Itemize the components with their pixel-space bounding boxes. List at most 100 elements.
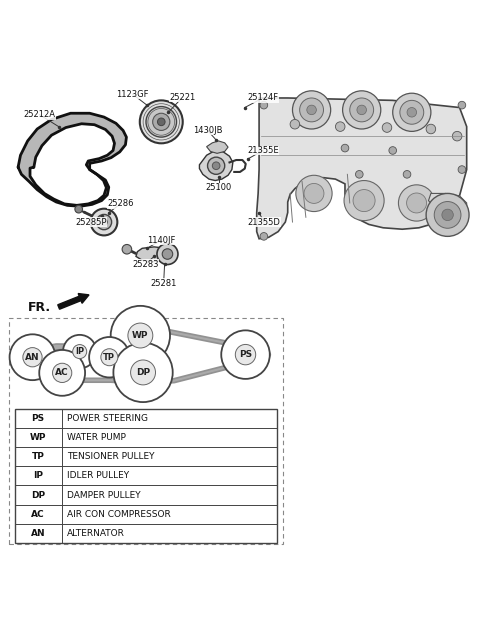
Circle shape <box>63 335 96 368</box>
Text: IP: IP <box>33 471 43 481</box>
Text: TENSIONER PULLEY: TENSIONER PULLEY <box>67 452 155 462</box>
Circle shape <box>235 344 256 365</box>
Text: IP: IP <box>75 347 84 356</box>
Circle shape <box>407 107 417 117</box>
Text: AC: AC <box>31 510 45 519</box>
Circle shape <box>344 180 384 220</box>
Circle shape <box>341 144 349 152</box>
Text: 1140JF: 1140JF <box>147 236 176 244</box>
Circle shape <box>89 337 130 377</box>
Text: TP: TP <box>32 452 45 462</box>
Circle shape <box>442 209 453 220</box>
Circle shape <box>52 363 72 382</box>
Circle shape <box>260 232 268 240</box>
Text: AN: AN <box>25 352 40 362</box>
Bar <box>15 409 277 543</box>
Text: DAMPER PULLEY: DAMPER PULLEY <box>67 490 141 500</box>
Text: 21355D: 21355D <box>247 218 280 227</box>
Circle shape <box>307 105 316 115</box>
Text: 25281: 25281 <box>150 279 177 288</box>
Text: 25286: 25286 <box>108 199 134 208</box>
Circle shape <box>113 343 173 402</box>
Circle shape <box>458 166 466 173</box>
Circle shape <box>426 194 469 236</box>
Text: POWER STEERING: POWER STEERING <box>67 414 148 423</box>
Polygon shape <box>136 247 173 262</box>
Text: WP: WP <box>30 433 47 442</box>
Text: AC: AC <box>55 368 69 377</box>
Circle shape <box>336 122 345 131</box>
Circle shape <box>72 345 87 359</box>
Text: TP: TP <box>103 352 115 362</box>
Circle shape <box>101 218 108 225</box>
Circle shape <box>389 147 396 154</box>
Circle shape <box>304 184 324 203</box>
Text: 25124F: 25124F <box>247 93 278 102</box>
Circle shape <box>292 91 331 129</box>
Circle shape <box>131 360 156 385</box>
FancyArrow shape <box>58 293 89 309</box>
Circle shape <box>382 123 392 132</box>
Circle shape <box>96 215 112 230</box>
Text: 25100: 25100 <box>205 183 232 192</box>
Polygon shape <box>18 113 126 206</box>
Circle shape <box>393 93 431 131</box>
Text: DP: DP <box>136 368 150 377</box>
Text: 1123GF: 1123GF <box>116 90 149 98</box>
Circle shape <box>343 91 381 129</box>
Circle shape <box>39 350 85 396</box>
Text: 25283: 25283 <box>132 260 159 269</box>
Text: PS: PS <box>239 350 252 359</box>
Text: 1430JB: 1430JB <box>193 126 222 135</box>
Circle shape <box>452 131 462 141</box>
Circle shape <box>157 244 178 265</box>
Circle shape <box>400 100 424 124</box>
Text: PS: PS <box>32 414 45 423</box>
Circle shape <box>153 113 170 130</box>
Text: 25285P: 25285P <box>75 218 107 227</box>
Text: ALTERNATOR: ALTERNATOR <box>67 529 125 538</box>
Text: DP: DP <box>31 490 45 500</box>
Circle shape <box>221 330 270 379</box>
Circle shape <box>91 209 117 236</box>
Circle shape <box>162 249 173 259</box>
Circle shape <box>403 171 411 178</box>
Circle shape <box>128 323 153 348</box>
Circle shape <box>296 175 332 211</box>
Circle shape <box>101 349 118 366</box>
Polygon shape <box>199 150 233 180</box>
Circle shape <box>434 201 461 228</box>
Circle shape <box>157 118 165 126</box>
Circle shape <box>212 162 220 170</box>
Text: IDLER PULLEY: IDLER PULLEY <box>67 471 130 481</box>
FancyBboxPatch shape <box>9 318 283 544</box>
Circle shape <box>353 190 375 211</box>
Text: AN: AN <box>31 529 46 538</box>
Circle shape <box>146 107 177 137</box>
Circle shape <box>350 98 373 122</box>
Circle shape <box>111 306 170 365</box>
Polygon shape <box>429 194 467 222</box>
Circle shape <box>207 157 225 175</box>
Circle shape <box>398 185 435 221</box>
Circle shape <box>356 171 363 178</box>
Circle shape <box>458 102 466 109</box>
Circle shape <box>407 193 427 213</box>
Circle shape <box>426 124 436 134</box>
Circle shape <box>260 102 268 109</box>
Circle shape <box>23 347 42 367</box>
Circle shape <box>75 205 83 213</box>
Circle shape <box>140 100 183 144</box>
Text: WATER PUMP: WATER PUMP <box>67 433 126 442</box>
Text: 25212A: 25212A <box>24 110 56 119</box>
Text: WP: WP <box>132 331 149 340</box>
Polygon shape <box>206 141 228 153</box>
Circle shape <box>300 98 324 122</box>
Circle shape <box>357 105 366 115</box>
Circle shape <box>290 119 300 129</box>
Text: AIR CON COMPRESSOR: AIR CON COMPRESSOR <box>67 510 171 519</box>
Circle shape <box>122 244 132 254</box>
Text: 25221: 25221 <box>169 93 196 102</box>
Polygon shape <box>257 98 467 239</box>
Text: 21355E: 21355E <box>247 146 279 155</box>
